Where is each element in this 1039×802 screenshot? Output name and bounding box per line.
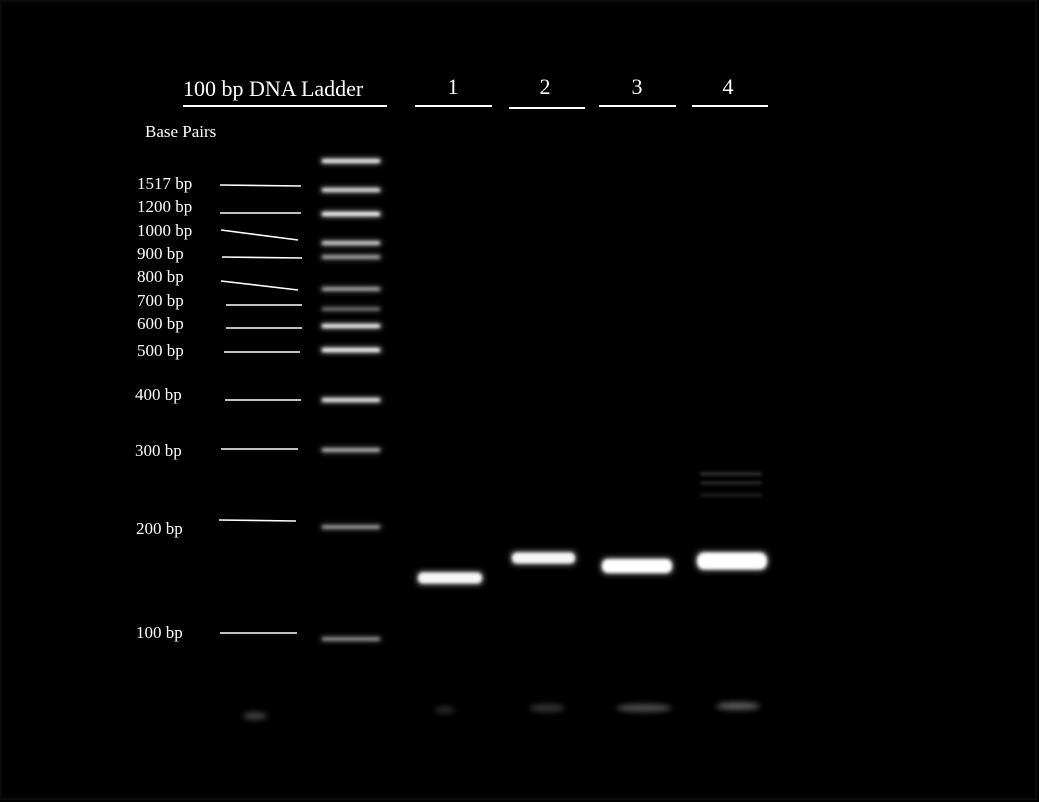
pointer-line-900 xyxy=(221,256,303,259)
marker-label-300: 300 bp xyxy=(135,441,182,460)
ladder-band-1600 xyxy=(320,158,382,164)
faint-spot xyxy=(243,712,267,720)
pointer-line-1517 xyxy=(219,184,302,187)
ladder-band-500 xyxy=(320,347,382,353)
lane-4-label: 4 xyxy=(722,74,734,99)
lane-4-faint-band xyxy=(700,472,762,476)
pointer-line-200 xyxy=(218,519,297,522)
well-spots xyxy=(243,702,760,720)
ladder-band-300 xyxy=(320,447,382,453)
marker-label-1517: 1517 bp xyxy=(137,174,193,193)
lane-1-underline xyxy=(415,105,492,107)
ladder-band-400 xyxy=(320,397,382,403)
marker-label-1000: 1000 bp xyxy=(137,221,193,240)
marker-label-500: 500 bp xyxy=(137,341,184,360)
base-pairs-heading: Base Pairs xyxy=(145,122,217,141)
lane-2-label: 2 xyxy=(539,74,551,99)
ladder-band-1000 xyxy=(320,240,382,246)
ladder-band-700 xyxy=(320,306,382,312)
lane-4-band xyxy=(695,550,769,572)
lane-1-label: 1 xyxy=(447,74,459,99)
lane-4-faint-band xyxy=(700,481,762,485)
lane-1-band xyxy=(416,570,484,586)
ladder-lane xyxy=(320,158,382,642)
pointer-line-1000 xyxy=(220,229,299,241)
ladder-title: 100 bp DNA Ladder xyxy=(183,76,364,101)
marker-label-200: 200 bp xyxy=(136,519,183,538)
marker-label-1200: 1200 bp xyxy=(137,197,193,216)
marker-label-100: 100 bp xyxy=(136,623,183,642)
ladder-band-900 xyxy=(320,254,382,260)
ladder-band-200 xyxy=(320,524,382,530)
lane-3-underline xyxy=(599,105,676,107)
ladder-band-100 xyxy=(320,636,382,642)
lane-4-underline xyxy=(692,105,768,107)
lane-3-band xyxy=(600,557,674,575)
faint-spot xyxy=(529,704,565,712)
ladder-band-1200 xyxy=(320,211,382,217)
ladder-band-1517 xyxy=(320,187,382,193)
lane-3-label: 3 xyxy=(631,74,643,99)
marker-label-600: 600 bp xyxy=(137,314,184,333)
marker-pointer-lines xyxy=(218,184,303,634)
lane-4-faint-band xyxy=(700,493,762,497)
ladder-band-800 xyxy=(320,286,382,292)
ladder-title-underline xyxy=(183,105,387,107)
lane-2-underline xyxy=(509,107,585,109)
marker-label-400: 400 bp xyxy=(135,385,182,404)
sample-lanes xyxy=(416,472,769,586)
faint-spot xyxy=(616,704,672,712)
ladder-band-600 xyxy=(320,323,382,329)
faint-spot xyxy=(716,702,760,710)
lane-2-band xyxy=(510,550,577,566)
pointer-line-800 xyxy=(220,280,299,291)
marker-label-900: 900 bp xyxy=(137,244,184,263)
marker-label-800: 800 bp xyxy=(137,267,184,286)
faint-spot xyxy=(435,706,455,714)
marker-label-700: 700 bp xyxy=(137,291,184,310)
